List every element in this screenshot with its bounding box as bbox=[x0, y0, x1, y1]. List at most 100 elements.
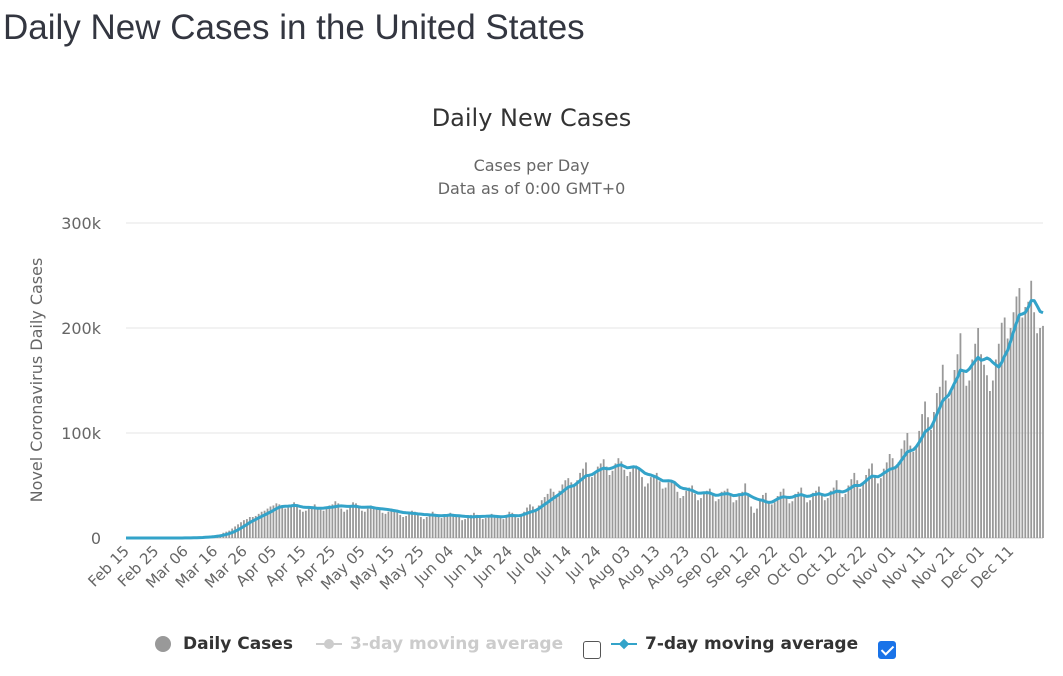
bar bbox=[316, 507, 319, 538]
bar bbox=[679, 498, 682, 538]
bar bbox=[1000, 322, 1003, 538]
bar bbox=[847, 485, 850, 538]
bar bbox=[552, 491, 555, 538]
bar bbox=[756, 508, 758, 538]
bar bbox=[526, 507, 528, 538]
bar bbox=[328, 505, 331, 538]
legend-item-7day-average[interactable]: 7-day moving average bbox=[611, 634, 858, 654]
bar bbox=[809, 500, 811, 538]
bar bbox=[921, 414, 924, 538]
bar bbox=[844, 493, 847, 538]
bar bbox=[918, 430, 921, 538]
bar bbox=[352, 502, 354, 538]
bar bbox=[661, 488, 664, 538]
bar bbox=[573, 485, 576, 538]
bar bbox=[717, 499, 720, 538]
bar bbox=[493, 514, 496, 538]
bar bbox=[658, 481, 661, 538]
bar bbox=[962, 370, 965, 538]
bar bbox=[605, 466, 608, 538]
bar bbox=[1039, 328, 1041, 538]
bar bbox=[664, 487, 667, 538]
bar bbox=[402, 517, 405, 538]
bar bbox=[543, 497, 546, 538]
bar bbox=[517, 518, 520, 538]
bar bbox=[782, 488, 785, 538]
bar bbox=[346, 509, 349, 538]
chart-subtitle: Cases per Day Data as of 0:00 GMT+0 bbox=[0, 154, 1063, 200]
bar bbox=[826, 498, 829, 538]
bar bbox=[930, 429, 932, 538]
bar bbox=[254, 515, 257, 538]
checkbox-7day-average[interactable] bbox=[878, 641, 896, 659]
legend-item-3day-average[interactable]: 3-day moving average bbox=[316, 634, 563, 654]
bar bbox=[900, 448, 903, 538]
bar bbox=[434, 513, 437, 538]
bar bbox=[467, 517, 469, 538]
bar bbox=[313, 504, 316, 538]
bar bbox=[449, 512, 452, 538]
bar bbox=[741, 491, 744, 538]
bar bbox=[582, 468, 584, 538]
bar bbox=[266, 508, 269, 538]
bar bbox=[372, 506, 375, 538]
bar bbox=[520, 514, 523, 538]
bar bbox=[853, 472, 856, 538]
bar bbox=[349, 505, 351, 538]
bar bbox=[764, 492, 767, 538]
bar bbox=[570, 482, 573, 538]
bar bbox=[729, 494, 732, 538]
bar bbox=[293, 502, 295, 538]
bar bbox=[567, 478, 570, 538]
bar bbox=[685, 490, 688, 538]
bar bbox=[903, 440, 906, 538]
bar bbox=[838, 489, 841, 538]
bar bbox=[938, 386, 941, 538]
bar bbox=[753, 512, 755, 538]
y-axis-ticks: 0 100k 200k 300k bbox=[61, 214, 102, 548]
bar bbox=[705, 490, 708, 538]
bar bbox=[711, 494, 714, 538]
bar bbox=[484, 518, 487, 538]
bar bbox=[1030, 280, 1033, 538]
bar bbox=[971, 359, 974, 538]
bar bbox=[390, 508, 393, 538]
chart-subtitle-line1: Cases per Day bbox=[473, 156, 590, 175]
bar bbox=[850, 479, 853, 538]
bar bbox=[947, 398, 950, 538]
bar bbox=[381, 512, 384, 538]
checkbox-3day-average[interactable] bbox=[583, 641, 601, 659]
bar bbox=[700, 498, 702, 538]
bar bbox=[856, 480, 859, 538]
bar bbox=[523, 511, 525, 538]
diamond-marker-icon bbox=[611, 636, 637, 652]
bar bbox=[894, 466, 897, 538]
bar bbox=[879, 478, 882, 538]
bar bbox=[1006, 338, 1009, 538]
bar bbox=[623, 469, 626, 538]
bar bbox=[408, 512, 410, 538]
bar bbox=[738, 493, 741, 538]
bar bbox=[859, 488, 862, 538]
bar bbox=[989, 391, 991, 538]
bar bbox=[387, 511, 390, 538]
bar bbox=[732, 502, 735, 538]
bar bbox=[676, 491, 679, 538]
bar bbox=[269, 506, 272, 538]
bar bbox=[968, 380, 971, 538]
bar bbox=[499, 518, 502, 538]
bar bbox=[927, 417, 929, 538]
chart-title: Daily New Cases bbox=[431, 104, 632, 132]
legend-item-daily-cases[interactable]: Daily Cases bbox=[155, 634, 293, 654]
bar bbox=[508, 511, 511, 538]
bar bbox=[1027, 301, 1030, 538]
bar bbox=[720, 491, 723, 538]
bar bbox=[797, 491, 800, 538]
bar bbox=[417, 513, 419, 538]
y-tick-label: 200k bbox=[61, 319, 102, 338]
bar bbox=[682, 496, 685, 538]
bar bbox=[281, 506, 284, 538]
bar bbox=[941, 364, 944, 538]
bar bbox=[558, 490, 561, 538]
bar bbox=[800, 487, 803, 538]
